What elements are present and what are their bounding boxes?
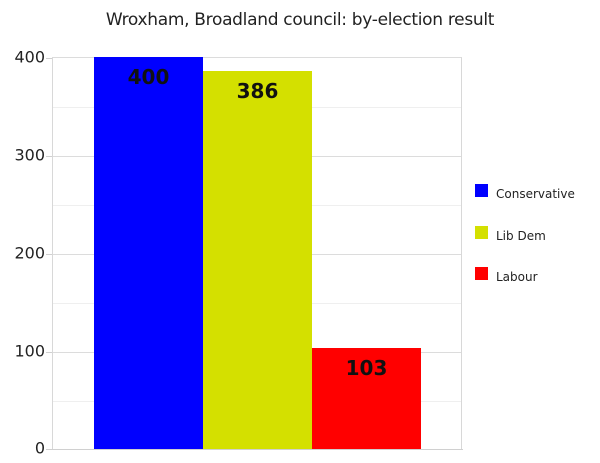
legend-swatch-icon xyxy=(475,267,488,280)
bar-value-label: 103 xyxy=(345,356,388,380)
bar-labour: 103 xyxy=(312,348,421,449)
y-tick xyxy=(46,352,52,353)
y-tick-label-300: 300 xyxy=(14,145,45,165)
y-tick xyxy=(46,58,52,59)
y-tick-label-100: 100 xyxy=(14,341,45,361)
y-tick-label-400: 400 xyxy=(14,47,45,67)
bar-value-label: 400 xyxy=(127,65,170,89)
y-tick xyxy=(46,449,52,450)
legend-label: Conservative xyxy=(496,187,575,201)
chart-title: Wroxham, Broadland council: by-election … xyxy=(105,10,495,30)
legend-label: Lib Dem xyxy=(496,228,546,243)
y-tick-label-0: 0 xyxy=(34,438,45,458)
y-tick xyxy=(46,254,52,255)
bar-conservative: 400 xyxy=(94,57,203,449)
x-axis-baseline xyxy=(52,449,463,450)
legend-swatch-icon xyxy=(475,225,488,239)
y-tick-label-200: 200 xyxy=(14,243,45,263)
bar-lib-dem: 386 xyxy=(203,71,312,449)
bar-value-label: 386 xyxy=(236,79,279,103)
plot-area: 400 300 200 100 0 400 386 103 xyxy=(14,48,462,458)
legend-label: Labour xyxy=(496,270,538,284)
y-tick xyxy=(46,156,52,157)
legend-swatch-icon xyxy=(475,184,488,197)
